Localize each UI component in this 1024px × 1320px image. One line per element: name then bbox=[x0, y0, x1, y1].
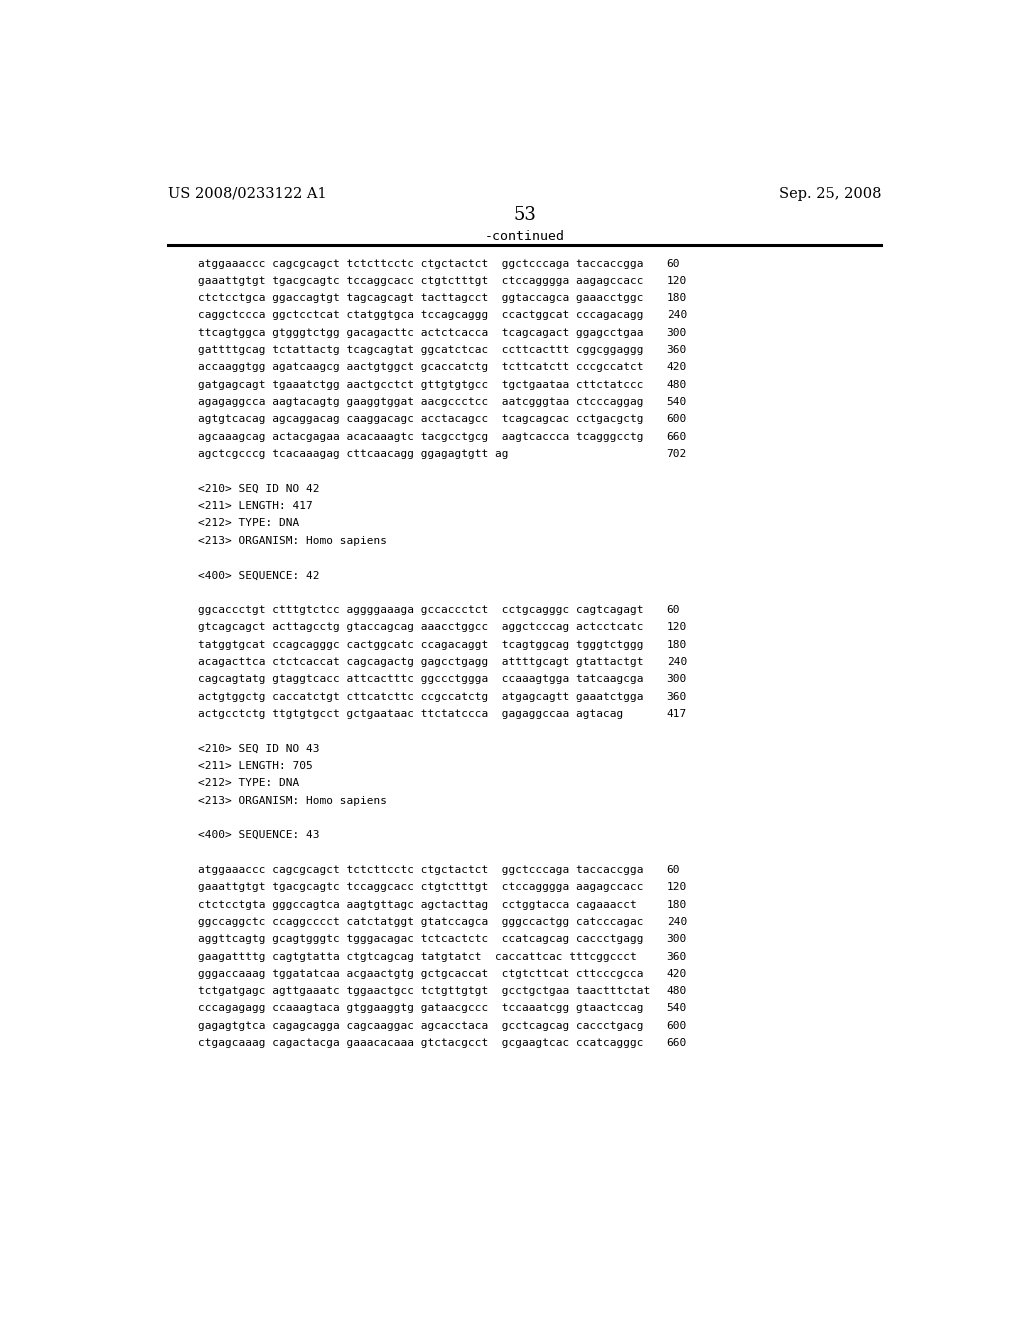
Text: 420: 420 bbox=[667, 363, 687, 372]
Text: 417: 417 bbox=[667, 709, 687, 719]
Text: 53: 53 bbox=[513, 206, 537, 224]
Text: atggaaaccc cagcgcagct tctcttcctc ctgctactct  ggctcccaga taccaccgga: atggaaaccc cagcgcagct tctcttcctc ctgctac… bbox=[198, 865, 643, 875]
Text: US 2008/0233122 A1: US 2008/0233122 A1 bbox=[168, 187, 327, 201]
Text: <212> TYPE: DNA: <212> TYPE: DNA bbox=[198, 779, 299, 788]
Text: accaaggtgg agatcaagcg aactgtggct gcaccatctg  tcttcatctt cccgccatct: accaaggtgg agatcaagcg aactgtggct gcaccat… bbox=[198, 363, 643, 372]
Text: -continued: -continued bbox=[484, 230, 565, 243]
Text: 180: 180 bbox=[667, 293, 687, 304]
Text: 660: 660 bbox=[667, 432, 687, 442]
Text: <400> SEQUENCE: 42: <400> SEQUENCE: 42 bbox=[198, 570, 319, 581]
Text: actgtggctg caccatctgt cttcatcttc ccgccatctg  atgagcagtt gaaatctgga: actgtggctg caccatctgt cttcatcttc ccgccat… bbox=[198, 692, 643, 702]
Text: 180: 180 bbox=[667, 640, 687, 649]
Text: ggccaggctc ccaggcccct catctatggt gtatccagca  gggccactgg catcccagac: ggccaggctc ccaggcccct catctatggt gtatcca… bbox=[198, 917, 643, 927]
Text: 600: 600 bbox=[667, 414, 687, 425]
Text: 420: 420 bbox=[667, 969, 687, 979]
Text: <210> SEQ ID NO 43: <210> SEQ ID NO 43 bbox=[198, 743, 319, 754]
Text: tctgatgagc agttgaaatc tggaactgcc tctgttgtgt  gcctgctgaa taactttctat: tctgatgagc agttgaaatc tggaactgcc tctgttg… bbox=[198, 986, 650, 997]
Text: 300: 300 bbox=[667, 675, 687, 684]
Text: aggttcagtg gcagtgggtc tgggacagac tctcactctc  ccatcagcag caccctgagg: aggttcagtg gcagtgggtc tgggacagac tctcact… bbox=[198, 935, 643, 944]
Text: 240: 240 bbox=[667, 917, 687, 927]
Text: 480: 480 bbox=[667, 380, 687, 389]
Text: gaaattgtgt tgacgcagtc tccaggcacc ctgtctttgt  ctccagggga aagagccacc: gaaattgtgt tgacgcagtc tccaggcacc ctgtctt… bbox=[198, 882, 643, 892]
Text: 120: 120 bbox=[667, 622, 687, 632]
Text: cagcagtatg gtaggtcacc attcactttc ggccctggga  ccaaagtgga tatcaagcga: cagcagtatg gtaggtcacc attcactttc ggccctg… bbox=[198, 675, 643, 684]
Text: ctctcctgta gggccagtca aagtgttagc agctacttag  cctggtacca cagaaacct: ctctcctgta gggccagtca aagtgttagc agctact… bbox=[198, 899, 637, 909]
Text: gggaccaaag tggatatcaa acgaactgtg gctgcaccat  ctgtcttcat cttcccgcca: gggaccaaag tggatatcaa acgaactgtg gctgcac… bbox=[198, 969, 643, 979]
Text: 360: 360 bbox=[667, 952, 687, 961]
Text: <213> ORGANISM: Homo sapiens: <213> ORGANISM: Homo sapiens bbox=[198, 796, 387, 805]
Text: 240: 240 bbox=[667, 657, 687, 667]
Text: 360: 360 bbox=[667, 692, 687, 702]
Text: <211> LENGTH: 705: <211> LENGTH: 705 bbox=[198, 760, 312, 771]
Text: tatggtgcat ccagcagggc cactggcatc ccagacaggt  tcagtggcag tgggtctggg: tatggtgcat ccagcagggc cactggcatc ccagaca… bbox=[198, 640, 643, 649]
Text: 480: 480 bbox=[667, 986, 687, 997]
Text: 120: 120 bbox=[667, 276, 687, 286]
Text: gattttgcag tctattactg tcagcagtat ggcatctcac  ccttcacttt cggcggaggg: gattttgcag tctattactg tcagcagtat ggcatct… bbox=[198, 345, 643, 355]
Text: 60: 60 bbox=[667, 865, 680, 875]
Text: agctcgcccg tcacaaagag cttcaacagg ggagagtgtt ag: agctcgcccg tcacaaagag cttcaacagg ggagagt… bbox=[198, 449, 508, 459]
Text: actgcctctg ttgtgtgcct gctgaataac ttctatccca  gagaggccaa agtacag: actgcctctg ttgtgtgcct gctgaataac ttctatc… bbox=[198, 709, 623, 719]
Text: 660: 660 bbox=[667, 1038, 687, 1048]
Text: gaaattgtgt tgacgcagtc tccaggcacc ctgtctttgt  ctccagggga aagagccacc: gaaattgtgt tgacgcagtc tccaggcacc ctgtctt… bbox=[198, 276, 643, 286]
Text: <211> LENGTH: 417: <211> LENGTH: 417 bbox=[198, 502, 312, 511]
Text: 600: 600 bbox=[667, 1020, 687, 1031]
Text: ctgagcaaag cagactacga gaaacacaaa gtctacgcct  gcgaagtcac ccatcagggc: ctgagcaaag cagactacga gaaacacaaa gtctacg… bbox=[198, 1038, 643, 1048]
Text: 702: 702 bbox=[667, 449, 687, 459]
Text: 120: 120 bbox=[667, 882, 687, 892]
Text: 540: 540 bbox=[667, 397, 687, 407]
Text: 180: 180 bbox=[667, 899, 687, 909]
Text: agcaaagcag actacgagaa acacaaagtc tacgcctgcg  aagtcaccca tcagggcctg: agcaaagcag actacgagaa acacaaagtc tacgcct… bbox=[198, 432, 643, 442]
Text: Sep. 25, 2008: Sep. 25, 2008 bbox=[779, 187, 882, 201]
Text: gatgagcagt tgaaatctgg aactgcctct gttgtgtgcc  tgctgaataa cttctatccc: gatgagcagt tgaaatctgg aactgcctct gttgtgt… bbox=[198, 380, 643, 389]
Text: 240: 240 bbox=[667, 310, 687, 321]
Text: ggcaccctgt ctttgtctcc aggggaaaga gccaccctct  cctgcagggc cagtcagagt: ggcaccctgt ctttgtctcc aggggaaaga gccaccc… bbox=[198, 605, 643, 615]
Text: 360: 360 bbox=[667, 345, 687, 355]
Text: gtcagcagct acttagcctg gtaccagcag aaacctggcc  aggctcccag actcctcatc: gtcagcagct acttagcctg gtaccagcag aaacctg… bbox=[198, 622, 643, 632]
Text: 60: 60 bbox=[667, 605, 680, 615]
Text: agagaggcca aagtacagtg gaaggtggat aacgccctcc  aatcgggtaa ctcccaggag: agagaggcca aagtacagtg gaaggtggat aacgccc… bbox=[198, 397, 643, 407]
Text: 540: 540 bbox=[667, 1003, 687, 1014]
Text: atggaaaccc cagcgcagct tctcttcctc ctgctactct  ggctcccaga taccaccgga: atggaaaccc cagcgcagct tctcttcctc ctgctac… bbox=[198, 259, 643, 268]
Text: caggctccca ggctcctcat ctatggtgca tccagcaggg  ccactggcat cccagacagg: caggctccca ggctcctcat ctatggtgca tccagca… bbox=[198, 310, 643, 321]
Text: 300: 300 bbox=[667, 935, 687, 944]
Text: ctctcctgca ggaccagtgt tagcagcagt tacttagcct  ggtaccagca gaaacctggc: ctctcctgca ggaccagtgt tagcagcagt tacttag… bbox=[198, 293, 643, 304]
Text: 60: 60 bbox=[667, 259, 680, 268]
Text: acagacttca ctctcaccat cagcagactg gagcctgagg  attttgcagt gtattactgt: acagacttca ctctcaccat cagcagactg gagcctg… bbox=[198, 657, 643, 667]
Text: <212> TYPE: DNA: <212> TYPE: DNA bbox=[198, 519, 299, 528]
Text: gagagtgtca cagagcagga cagcaaggac agcacctaca  gcctcagcag caccctgacg: gagagtgtca cagagcagga cagcaaggac agcacct… bbox=[198, 1020, 643, 1031]
Text: cccagagagg ccaaagtaca gtggaaggtg gataacgccc  tccaaatcgg gtaactccag: cccagagagg ccaaagtaca gtggaaggtg gataacg… bbox=[198, 1003, 643, 1014]
Text: agtgtcacag agcaggacag caaggacagc acctacagcc  tcagcagcac cctgacgctg: agtgtcacag agcaggacag caaggacagc acctaca… bbox=[198, 414, 643, 425]
Text: ttcagtggca gtgggtctgg gacagacttc actctcacca  tcagcagact ggagcctgaa: ttcagtggca gtgggtctgg gacagacttc actctca… bbox=[198, 327, 643, 338]
Text: <213> ORGANISM: Homo sapiens: <213> ORGANISM: Homo sapiens bbox=[198, 536, 387, 545]
Text: gaagattttg cagtgtatta ctgtcagcag tatgtatct  caccattcac tttcggccct: gaagattttg cagtgtatta ctgtcagcag tatgtat… bbox=[198, 952, 637, 961]
Text: <210> SEQ ID NO 42: <210> SEQ ID NO 42 bbox=[198, 483, 319, 494]
Text: <400> SEQUENCE: 43: <400> SEQUENCE: 43 bbox=[198, 830, 319, 841]
Text: 300: 300 bbox=[667, 327, 687, 338]
